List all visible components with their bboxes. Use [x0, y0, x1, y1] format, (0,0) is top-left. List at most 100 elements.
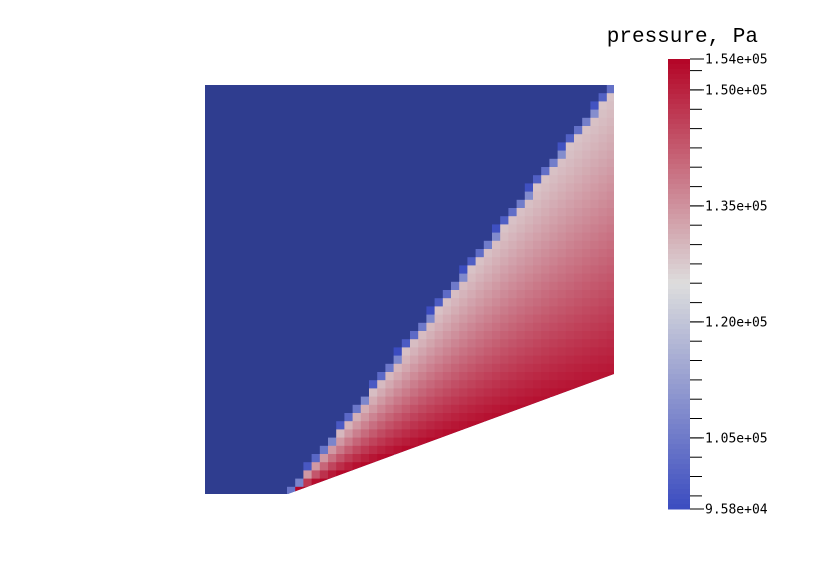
colorbar-segment [668, 354, 690, 360]
field-cell [598, 257, 608, 266]
field-cell [524, 199, 534, 209]
field-cell [483, 298, 493, 307]
field-cell [606, 224, 614, 233]
field-cell [549, 298, 558, 307]
field-cell [606, 372, 614, 381]
field-cell [590, 372, 599, 381]
field-cell [598, 298, 608, 307]
field-cell [492, 273, 501, 283]
colorbar-segment [668, 94, 690, 100]
field-cell [557, 150, 567, 160]
field-cell [451, 404, 460, 414]
field-cell [606, 363, 614, 373]
field-cell [549, 158, 558, 168]
field-cell [557, 199, 567, 209]
colorbar-tick-label: 1.20e+05 [705, 315, 768, 330]
field-cell [582, 273, 591, 283]
field-cell [369, 445, 378, 455]
field-cell [500, 232, 509, 242]
field-cell [516, 265, 526, 274]
field-cell [442, 355, 452, 365]
field-cell [541, 347, 550, 356]
field-cell [393, 404, 403, 414]
field-cell [410, 445, 419, 455]
colorbar-segment [668, 224, 690, 230]
field-cell [598, 117, 608, 127]
field-cell [598, 158, 608, 168]
field-cell [541, 322, 550, 332]
field-cell [582, 347, 591, 356]
field-cell [483, 413, 493, 422]
field-cell [508, 208, 517, 217]
field-cell [451, 396, 460, 406]
field-cell [524, 306, 534, 315]
field-cell [508, 232, 517, 242]
field-cell [533, 216, 542, 225]
field-cell [606, 117, 614, 127]
field-cell [360, 462, 370, 471]
field-cell [483, 265, 493, 274]
colorbar-segment [668, 454, 690, 460]
field-cell [500, 281, 509, 291]
field-cell [565, 388, 575, 397]
field-cell [500, 322, 509, 332]
field-cell [475, 314, 485, 324]
field-cell [590, 298, 599, 307]
field-cell [524, 298, 534, 307]
field-cell [492, 257, 501, 266]
field-cell [410, 355, 419, 365]
field-cell [582, 372, 591, 381]
field-cell [606, 199, 614, 209]
field-cell [590, 265, 599, 274]
field-cell [483, 355, 493, 365]
field-cell [328, 454, 337, 463]
field-cell [401, 388, 411, 397]
field-cell [565, 306, 575, 315]
colorbar-segment [668, 494, 690, 500]
field-cell [500, 265, 509, 274]
field-cell [385, 380, 394, 389]
field-cell [590, 109, 599, 119]
field-cell [434, 437, 444, 447]
field-cell [606, 109, 614, 119]
field-cell [475, 331, 485, 340]
field-cell [533, 183, 542, 192]
field-cell [418, 355, 427, 365]
field-cell [442, 404, 452, 414]
field-cell [606, 93, 614, 102]
field-cell [459, 339, 468, 348]
field-cell [574, 273, 583, 283]
field-cell [385, 429, 394, 438]
field-cell [500, 339, 509, 348]
colorbar-segment [668, 309, 690, 315]
field-cell [393, 347, 403, 356]
field-cell [418, 429, 427, 438]
field-cell [418, 347, 427, 356]
field-cell [606, 167, 614, 176]
field-cell [598, 339, 608, 348]
field-cell [516, 355, 526, 365]
field-cell [574, 142, 583, 151]
field-cell [541, 175, 550, 184]
field-cell [549, 322, 558, 332]
field-cell [426, 306, 435, 315]
colorbar-segment [668, 424, 690, 430]
field-cell [319, 478, 329, 488]
field-cell [533, 347, 542, 356]
field-cell [541, 224, 550, 233]
field-cell [500, 380, 509, 389]
field-cell [500, 290, 509, 299]
field-cell [565, 240, 575, 250]
colorbar-segment [668, 344, 690, 350]
field-cell [524, 372, 534, 381]
colorbar-segment [668, 434, 690, 440]
field-cell [582, 142, 591, 151]
field-cell [459, 290, 468, 299]
field-cell [590, 191, 599, 201]
field-cell [508, 339, 517, 348]
colorbar-segment [668, 249, 690, 255]
field-cell [582, 175, 591, 184]
field-cell [565, 224, 575, 233]
field-cell [369, 454, 378, 463]
field-cell [344, 437, 353, 447]
